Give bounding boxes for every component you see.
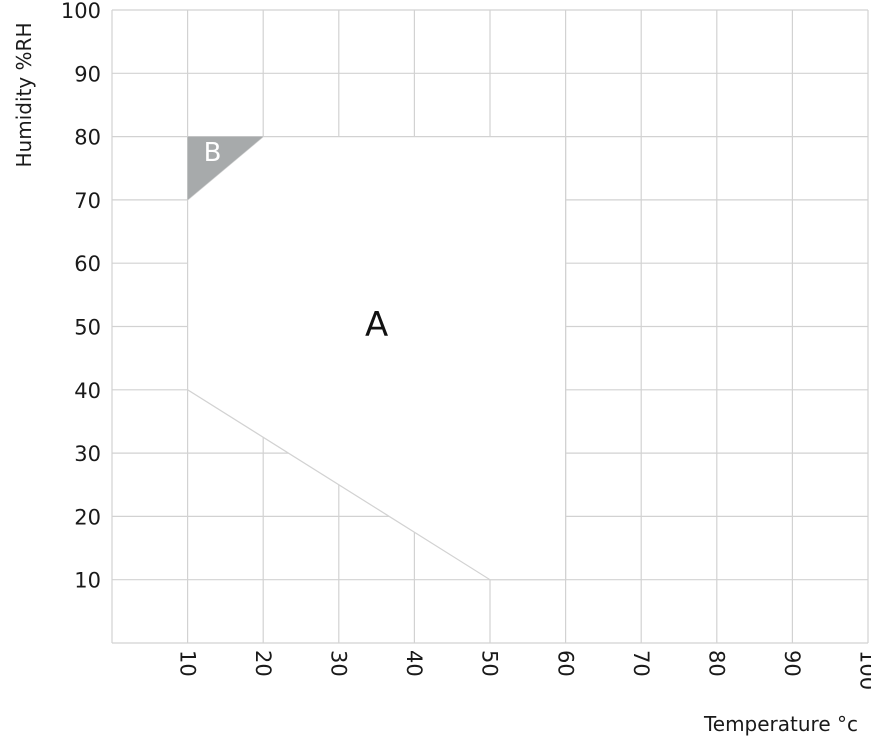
x-tick-label: 60 (553, 650, 577, 677)
x-tick-label: 20 (251, 650, 275, 677)
x-axis-ticks: 10 20 30 40 50 60 70 80 90 100 (175, 650, 871, 690)
y-tick-label: 60 (74, 252, 101, 276)
y-tick-label: 30 (74, 442, 101, 466)
x-tick-label: 70 (629, 650, 653, 677)
y-axis-title: Humidity %RH (12, 23, 36, 168)
x-tick-label: 30 (326, 650, 350, 677)
y-tick-label: 80 (74, 126, 101, 150)
y-tick-label: 100 (61, 0, 101, 23)
x-tick-label: 80 (704, 650, 728, 677)
x-tick-label: 100 (856, 650, 871, 690)
region-a (187, 136, 567, 581)
x-tick-label: 40 (402, 650, 426, 677)
y-tick-label: 20 (74, 505, 101, 529)
y-tick-label: 70 (74, 189, 101, 213)
regions (187, 136, 567, 581)
y-axis-ticks: 10 20 30 40 50 60 70 80 90 100 (61, 0, 101, 593)
x-axis-title: Temperature °c (703, 712, 858, 736)
y-tick-label: 50 (74, 316, 101, 340)
x-tick-label: 50 (478, 650, 502, 677)
y-tick-label: 40 (74, 379, 101, 403)
region-b (187, 136, 264, 200)
y-tick-label: 10 (74, 569, 101, 593)
x-tick-label: 90 (780, 650, 804, 677)
region-labels: AB (204, 138, 389, 345)
region-label-b: B (204, 138, 222, 168)
region-label-a: A (365, 305, 388, 345)
x-tick-label: 10 (175, 650, 199, 677)
y-tick-label: 90 (74, 62, 101, 86)
